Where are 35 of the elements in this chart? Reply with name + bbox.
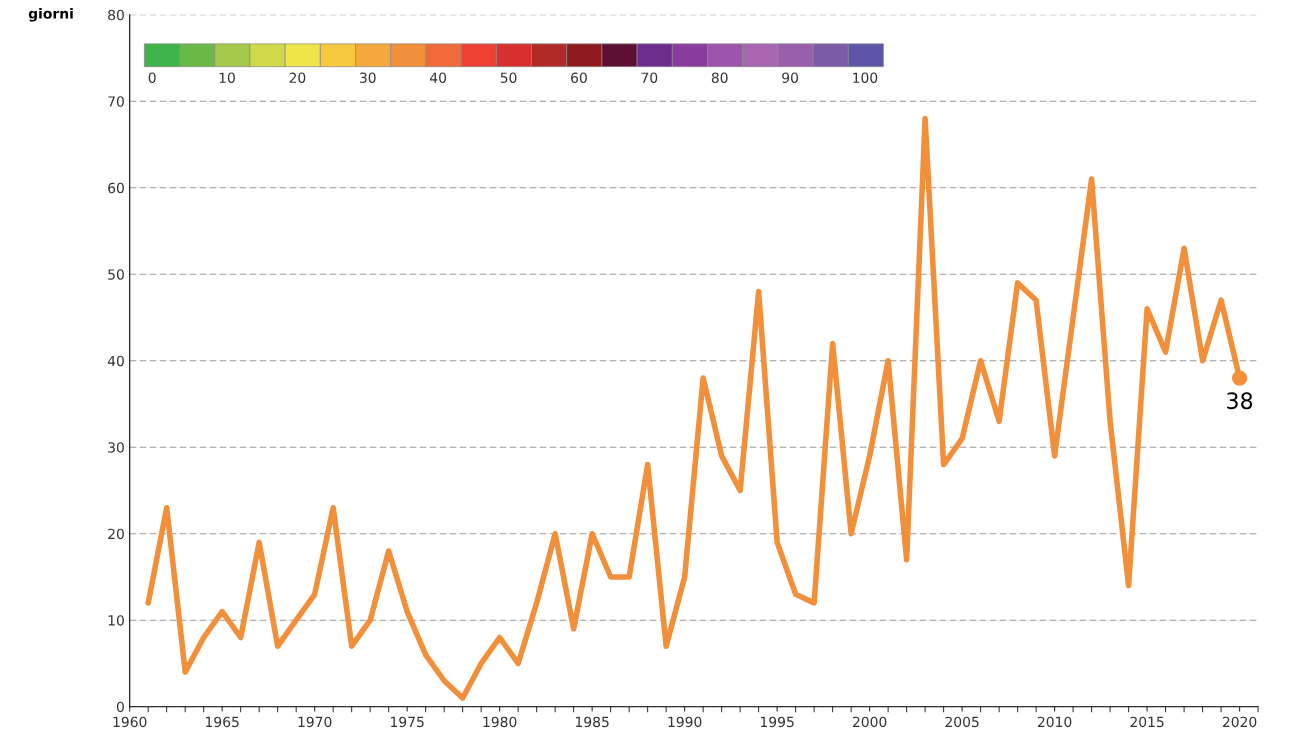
x-tick-label: 1960 xyxy=(113,716,147,728)
x-tick-label: 2015 xyxy=(1130,716,1164,728)
annotation: 70 xyxy=(641,72,658,83)
annotation: 10 xyxy=(219,72,235,83)
y-axis-title: giorni xyxy=(28,8,73,22)
x-tick-label: 1965 xyxy=(206,716,239,728)
annotation: 40 xyxy=(429,72,447,83)
annotation: 30 xyxy=(359,72,376,83)
y-tick-label: 60 xyxy=(108,182,124,194)
y-tick-label: 30 xyxy=(108,442,124,453)
x-tick-label: 1995 xyxy=(760,716,794,728)
x-tick-label: 2020 xyxy=(1222,716,1257,728)
x-tick-label: 2000 xyxy=(852,716,887,728)
x-tick-label: 1970 xyxy=(298,716,332,728)
annotation: 50 xyxy=(500,72,517,83)
y-tick-label: 70 xyxy=(108,96,124,107)
x-tick-label: 1980 xyxy=(483,716,517,728)
annotation: 90 xyxy=(782,72,799,83)
x-tick-label: 2005 xyxy=(945,716,979,728)
annotation: 100 xyxy=(853,72,878,83)
y-tick-label: 40 xyxy=(107,355,124,367)
annotation: 38 xyxy=(1227,392,1253,410)
y-tick-label: 80 xyxy=(108,9,124,21)
x-tick-label: 1975 xyxy=(391,716,424,728)
y-tick-label: 10 xyxy=(108,615,124,626)
x-tick-label: 1985 xyxy=(576,716,609,728)
x-tick-label: 2010 xyxy=(1037,716,1072,728)
y-tick-label: 0 xyxy=(116,701,124,713)
y-tick-label: 20 xyxy=(108,528,124,540)
annotation: 0 xyxy=(148,72,156,83)
annotation: 20 xyxy=(289,72,306,83)
annotation: 60 xyxy=(571,72,587,83)
y-tick-label: 50 xyxy=(108,269,124,280)
annotation: 80 xyxy=(711,72,728,83)
x-tick-label: 1990 xyxy=(668,716,702,728)
